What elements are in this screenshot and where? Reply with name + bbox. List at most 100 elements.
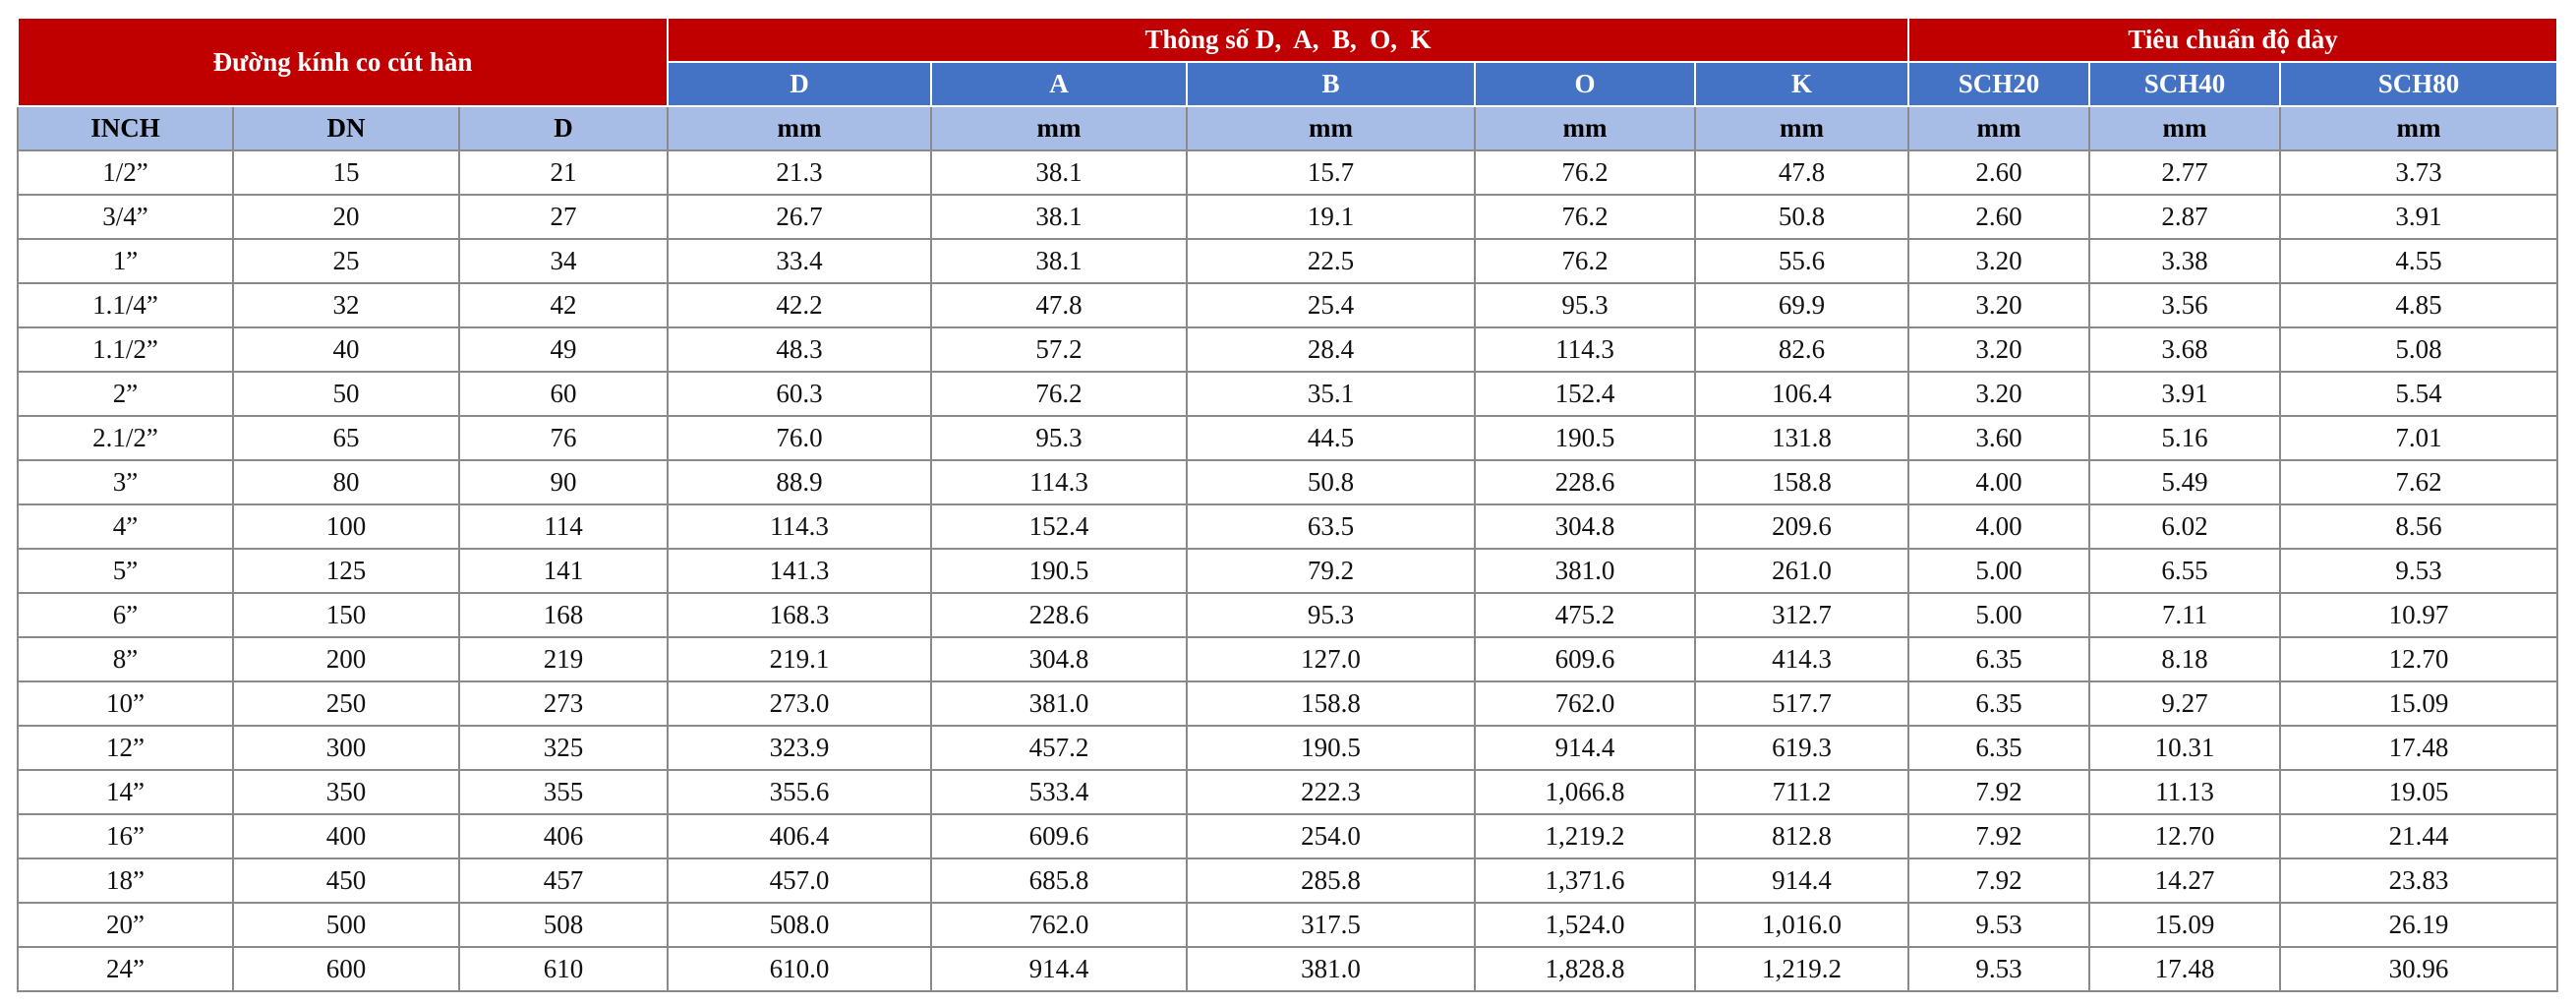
table-cell: 8.56 xyxy=(2279,503,2559,550)
table-cell: 76.0 xyxy=(667,415,932,461)
unit-header: mm xyxy=(1693,105,1910,151)
table-cell: 10.97 xyxy=(2279,592,2559,638)
table-cell: 11.13 xyxy=(2088,769,2282,815)
table-row: 3” 80 90 88.9 114.3 50.8 228.6 158.8 4.00 5.49 7.6… xyxy=(17,459,2559,505)
table-row: 3/4” 20 27 26.7 38.1 19.1 76.2 50.8 2.60 2.87 3.91 xyxy=(17,194,2559,240)
table-cell: 6.35 xyxy=(1907,680,2091,727)
column-header: O xyxy=(1474,61,1696,107)
table-cell: 32 xyxy=(232,282,460,328)
unit-header: INCH xyxy=(17,105,234,151)
unit-header: mm xyxy=(667,105,932,151)
table-row: 1” 25 34 33.4 38.1 22.5 76.2 55.6 3.20 3.38 4.55 xyxy=(17,238,2559,284)
table-row: 1.1/4” 32 42 42.2 47.8 25.4 95.3 69.9 3.20 3.56 4.… xyxy=(17,282,2559,328)
table-cell: 5.54 xyxy=(2279,371,2559,417)
table-cell: 21.44 xyxy=(2279,813,2559,859)
table-cell: 1,371.6 xyxy=(1474,857,1696,904)
table-cell: 15.09 xyxy=(2279,680,2559,727)
table-cell: 141 xyxy=(458,548,669,594)
table-body: 1/2” 15 21 21.3 38.1 15.7 76.2 47.8 2.60 2.77 3.73… xyxy=(17,149,2559,992)
table-cell: 3/4” xyxy=(17,194,234,240)
table-cell: 5.49 xyxy=(2088,459,2282,505)
table-cell: 95.3 xyxy=(1186,592,1476,638)
table-cell: 7.11 xyxy=(2088,592,2282,638)
table-row: 20” 500 508 508.0 762.0 317.5 1,524.0 1,016.0 9.… xyxy=(17,902,2559,948)
table-cell: 400 xyxy=(232,813,460,859)
table-cell: 17.48 xyxy=(2279,725,2559,771)
table-cell: 50.8 xyxy=(1693,194,1910,240)
table-cell: 76.2 xyxy=(930,371,1188,417)
table-cell: 1,219.2 xyxy=(1693,946,1910,992)
table-cell: 350 xyxy=(232,769,460,815)
table-cell: 381.0 xyxy=(1186,946,1476,992)
table-cell: 20 xyxy=(232,194,460,240)
table-cell: 80 xyxy=(232,459,460,505)
table-cell: 914.4 xyxy=(930,946,1188,992)
table-cell: 4.00 xyxy=(1907,503,2091,550)
table-cell: 2.77 xyxy=(2088,149,2282,196)
table-row: 1.1/2” 40 49 48.3 57.2 28.4 114.3 82.6 3.20 3.68 5… xyxy=(17,326,2559,373)
table-cell: 1” xyxy=(17,238,234,284)
table-cell: 30.96 xyxy=(2279,946,2559,992)
table-cell: 1,016.0 xyxy=(1693,902,1910,948)
table-cell: 22.5 xyxy=(1186,238,1476,284)
table-cell: 150 xyxy=(232,592,460,638)
table-cell: 914.4 xyxy=(1474,725,1696,771)
table-cell: 2” xyxy=(17,371,234,417)
table-cell: 285.8 xyxy=(1186,857,1476,904)
table-cell: 95.3 xyxy=(930,415,1188,461)
table-cell: 610 xyxy=(458,946,669,992)
table-cell: 4.00 xyxy=(1907,459,2091,505)
table-cell: 57.2 xyxy=(930,326,1188,373)
table-cell: 76 xyxy=(458,415,669,461)
table-cell: 3.20 xyxy=(1907,282,2091,328)
table-row: 10” 250 273 273.0 381.0 158.8 762.0 517.7 6.35 9.… xyxy=(17,680,2559,727)
table-cell: 475.2 xyxy=(1474,592,1696,638)
table-cell: 158.8 xyxy=(1693,459,1910,505)
column-header: D xyxy=(667,61,932,107)
table-cell: 14.27 xyxy=(2088,857,2282,904)
table-cell: 355 xyxy=(458,769,669,815)
table-cell: 3.20 xyxy=(1907,326,2091,373)
unit-header: mm xyxy=(1907,105,2091,151)
table-cell: 304.8 xyxy=(930,636,1188,682)
table-cell: 508.0 xyxy=(667,902,932,948)
table-cell: 414.3 xyxy=(1693,636,1910,682)
unit-header: mm xyxy=(2279,105,2559,151)
table-cell: 3.20 xyxy=(1907,371,2091,417)
column-header: SCH40 xyxy=(2088,61,2282,107)
table-cell: 312.7 xyxy=(1693,592,1910,638)
table-cell: 114.3 xyxy=(667,503,932,550)
unit-header: mm xyxy=(2088,105,2282,151)
table-cell: 8” xyxy=(17,636,234,682)
table-cell: 63.5 xyxy=(1186,503,1476,550)
table-cell: 17.48 xyxy=(2088,946,2282,992)
table-cell: 42 xyxy=(458,282,669,328)
table-cell: 47.8 xyxy=(930,282,1188,328)
table-cell: 50.8 xyxy=(1186,459,1476,505)
table-cell: 3.38 xyxy=(2088,238,2282,284)
table-cell: 610.0 xyxy=(667,946,932,992)
table-cell: 3.60 xyxy=(1907,415,2091,461)
group-header: Thông số D, A, B, O, K xyxy=(666,17,1910,63)
table-cell: 300 xyxy=(232,725,460,771)
table-row: 2” 50 60 60.3 76.2 35.1 152.4 106.4 3.20 3.91 5.54 xyxy=(17,371,2559,417)
table-cell: 222.3 xyxy=(1186,769,1476,815)
table-cell: 3.56 xyxy=(2088,282,2282,328)
table-cell: 76.2 xyxy=(1474,194,1696,240)
table-cell: 24” xyxy=(17,946,234,992)
table-cell: 34 xyxy=(458,238,669,284)
table-cell: 1,828.8 xyxy=(1474,946,1696,992)
table-cell: 38.1 xyxy=(930,194,1188,240)
table-cell: 609.6 xyxy=(930,813,1188,859)
table-cell: 1.1/2” xyxy=(17,326,234,373)
table-cell: 508 xyxy=(458,902,669,948)
unit-header: mm xyxy=(930,105,1188,151)
table-cell: 2.60 xyxy=(1907,149,2091,196)
table-cell: 4.85 xyxy=(2279,282,2559,328)
table-cell: 914.4 xyxy=(1693,857,1910,904)
table-cell: 49 xyxy=(458,326,669,373)
table-cell: 517.7 xyxy=(1693,680,1910,727)
table-cell: 152.4 xyxy=(930,503,1188,550)
table-cell: 90 xyxy=(458,459,669,505)
table-cell: 5.16 xyxy=(2088,415,2282,461)
